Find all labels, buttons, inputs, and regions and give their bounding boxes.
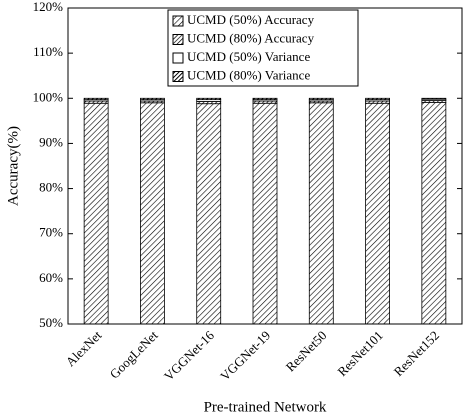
bar-segment (140, 97, 165, 101)
bar-segment (365, 102, 390, 325)
legend-swatch (172, 52, 184, 64)
y-tick-label: 110% (33, 44, 63, 59)
y-tick-label: 70% (39, 225, 63, 240)
y-tick-label: 50% (39, 315, 63, 330)
legend-swatch (172, 15, 184, 27)
bar-segment (196, 103, 222, 325)
x-tick-label: ResNet50 (283, 328, 330, 375)
y-tick-label: 80% (39, 180, 63, 195)
legend-swatch (172, 71, 184, 82)
legend-swatch (172, 34, 184, 45)
bar-segment (421, 97, 447, 100)
y-tick-label: 60% (39, 270, 63, 285)
y-axis-label: Accuracy(%) (5, 126, 21, 206)
y-tick-label: 120% (33, 0, 64, 14)
y-tick-label: 90% (39, 134, 63, 149)
x-tick-label: VGGNet-16 (161, 327, 217, 383)
x-tick-label: GoogLeNet (107, 327, 161, 381)
plot-frame (67, 7, 463, 325)
bar-segment (252, 97, 278, 101)
bar-segment (83, 97, 109, 101)
legend-label: UCMD (50%) Accuracy (187, 12, 315, 27)
x-tick-label: ResNet152 (391, 328, 442, 379)
legend-label: UCMD (80%) Accuracy (187, 30, 315, 45)
x-tick-label: AlexNet (63, 327, 105, 369)
bar-segment (140, 102, 165, 325)
bar-segment (365, 97, 390, 101)
legend-label: UCMD (80%) Variance (187, 67, 310, 82)
legend-box (167, 9, 359, 87)
bar-segment (196, 97, 222, 101)
y-tick-label: 100% (33, 89, 64, 104)
legend-label: UCMD (50%) Variance (187, 49, 310, 64)
x-tick-label: VGGNet-19 (217, 328, 273, 384)
bar-segment (421, 101, 447, 325)
bar-segment (308, 97, 334, 101)
bar-segment (83, 102, 109, 325)
bar-segment (308, 102, 334, 325)
x-axis-label: Pre-trained Network (204, 399, 327, 415)
x-tick-label: ResNet101 (334, 328, 385, 379)
bar-segment (252, 102, 278, 325)
